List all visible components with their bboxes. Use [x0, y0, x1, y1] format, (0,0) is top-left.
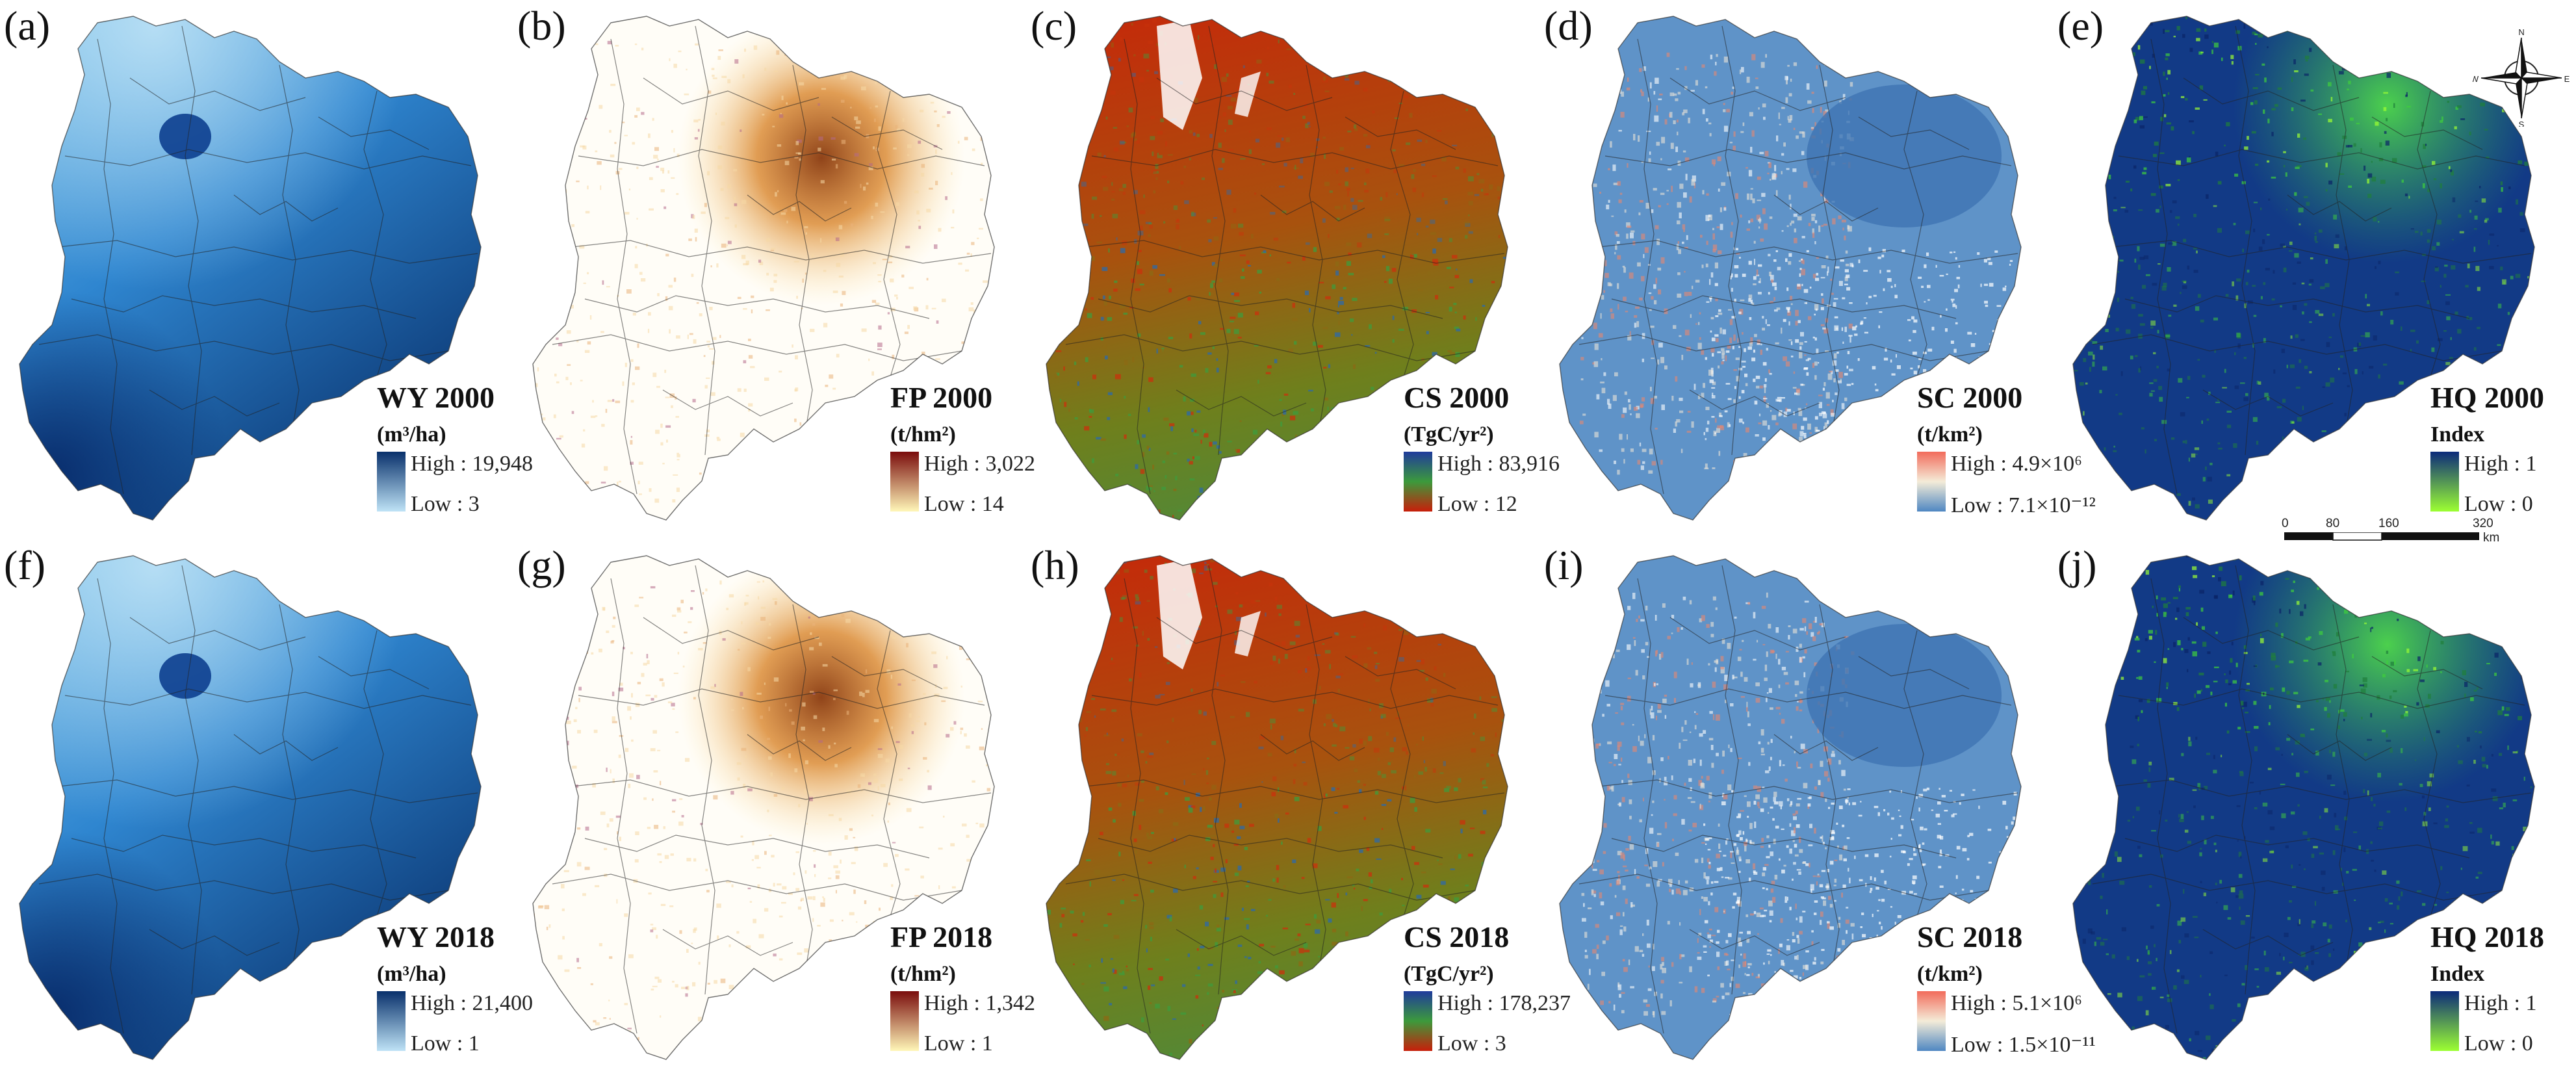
legend-low-value: Low : 14 [924, 492, 1004, 516]
legend-color-bar [1917, 452, 1946, 512]
map-panel: (i) SC 2018 (t/km²) High : 5.1×10⁶ Low : 1.5… [1540, 539, 2096, 1066]
panel-label: (c) [1031, 3, 1077, 49]
scale-bar-tick-label: 320 [2473, 517, 2493, 530]
legend-color-bar [890, 991, 919, 1051]
panel-label: (f) [4, 542, 45, 588]
legend-color-bar [1917, 991, 1946, 1051]
panel-label: (j) [2057, 542, 2097, 588]
legend-unit: (TgC/yr²) [1404, 422, 1494, 447]
north-arrow-compass-icon: N S E W [2473, 29, 2570, 127]
map-region [19, 555, 482, 1060]
legend-low-value: Low : 0 [2464, 1031, 2533, 1056]
scale-bar: 0 80 160 320 km [2282, 517, 2531, 547]
map-title: SC 2000 [1917, 381, 2023, 414]
map-title: WY 2000 [377, 381, 495, 414]
legend-low-value: Low : 1.5×10⁻¹¹ [1951, 1033, 2096, 1057]
map-region [532, 555, 995, 1060]
legend-high-value: High : 4.9×10⁶ [1951, 452, 2082, 476]
panel-label: (e) [2057, 3, 2104, 49]
legend-color-bar [1404, 991, 1432, 1051]
map-region [19, 16, 482, 521]
map-panel: (f) WY 2018 (m³/ha) High : 21,400 Low : 1 [0, 539, 533, 1066]
legend-high-value: High : 1 [2464, 991, 2537, 1015]
map-title: HQ 2000 [2430, 381, 2545, 414]
map-panel: (e) HQ 2000 Index High : 1 Low : 0 [2054, 0, 2567, 526]
panel-label: (i) [1544, 542, 1584, 588]
legend-unit: Index [2430, 422, 2485, 447]
panel-label: (a) [4, 3, 51, 49]
scale-bar-graphic [2284, 532, 2479, 541]
map-title: FP 2000 [890, 381, 993, 414]
legend-unit: (TgC/yr²) [1404, 962, 1494, 986]
legend-unit: (t/hm²) [890, 422, 956, 447]
legend-unit: (m³/ha) [377, 422, 446, 447]
map-title: CS 2018 [1404, 920, 1510, 953]
map-region [1046, 16, 1508, 521]
legend-high-value: High : 1 [2464, 452, 2537, 476]
map-title: WY 2018 [377, 920, 495, 953]
compass-e-label: E [2564, 74, 2570, 84]
scale-bar-tick-label: 80 [2326, 517, 2340, 530]
map-region [2072, 16, 2535, 521]
map-panel: (a) WY 2000 (m³/ha) High : 19,948 Low : 3 [0, 0, 533, 526]
legend-color-bar [890, 452, 919, 512]
legend-high-value: High : 19,948 [411, 452, 533, 476]
legend-unit: (t/km²) [1917, 422, 1983, 447]
panel-label: (g) [517, 542, 566, 588]
map-region [1046, 555, 1508, 1060]
panel-label: (d) [1544, 3, 1593, 49]
legend-unit: (m³/ha) [377, 962, 446, 986]
map-title: FP 2018 [890, 920, 993, 953]
map-title: SC 2018 [1917, 920, 2023, 953]
map-panel: (h) CS 2018 (TgC/yr²) High : 178,237 Low : 3 [1027, 539, 1571, 1066]
legend-unit: (t/hm²) [890, 962, 956, 986]
legend-unit: Index [2430, 962, 2485, 986]
scale-bar-tick-label: 0 [2282, 517, 2289, 530]
legend-high-value: High : 83,916 [1437, 452, 1560, 476]
legend-high-value: High : 1,342 [924, 991, 1035, 1015]
map-panel: (j) HQ 2018 Index High : 1 Low : 0 [2054, 539, 2567, 1066]
scale-bar-tick-label: 160 [2378, 517, 2399, 530]
legend-color-bar [2430, 452, 2459, 512]
map-panel: (g) FP 2018 (t/hm²) High : 1,342 Low : 1 [513, 539, 1035, 1066]
legend-low-value: Low : 7.1×10⁻¹² [1951, 493, 2096, 517]
map-region [2072, 555, 2535, 1060]
legend-high-value: High : 3,022 [924, 452, 1035, 476]
legend-low-value: Low : 12 [1437, 492, 1517, 516]
legend-low-value: Low : 1 [924, 1031, 993, 1056]
map-panel: (d) SC 2000 (t/km²) High : 4.9×10⁶ Low : 7.1… [1540, 0, 2096, 526]
legend-low-value: Low : 3 [1437, 1031, 1506, 1056]
compass-n-label: N [2518, 29, 2524, 37]
map-panel: (c) CS 2000 (TgC/yr²) High : 83,916 Low : 12 [1027, 0, 1560, 526]
map-panel: (b) FP 2000 (t/hm²) High : 3,022 Low : 14 [513, 0, 1035, 526]
legend-low-value: Low : 0 [2464, 492, 2533, 516]
legend-color-bar [377, 452, 406, 512]
map-title: CS 2000 [1404, 381, 1510, 414]
legend-color-bar [1404, 452, 1432, 512]
map-region [532, 16, 995, 521]
panel-label: (h) [1031, 542, 1079, 588]
compass-w-label: W [2473, 74, 2479, 84]
panel-label: (b) [517, 3, 566, 49]
legend-high-value: High : 5.1×10⁶ [1951, 991, 2082, 1015]
map-title: HQ 2018 [2430, 920, 2545, 953]
legend-low-value: Low : 3 [411, 492, 480, 516]
legend-unit: (t/km²) [1917, 962, 1983, 986]
scale-bar-unit: km [2483, 531, 2500, 545]
map-region [1559, 555, 2022, 1060]
legend-low-value: Low : 1 [411, 1031, 480, 1056]
legend-high-value: High : 21,400 [411, 991, 533, 1015]
legend-high-value: High : 178,237 [1437, 991, 1571, 1015]
legend-color-bar [377, 991, 406, 1051]
map-region [1559, 16, 2022, 521]
legend-color-bar [2430, 991, 2459, 1051]
compass-s-label: S [2519, 120, 2525, 127]
